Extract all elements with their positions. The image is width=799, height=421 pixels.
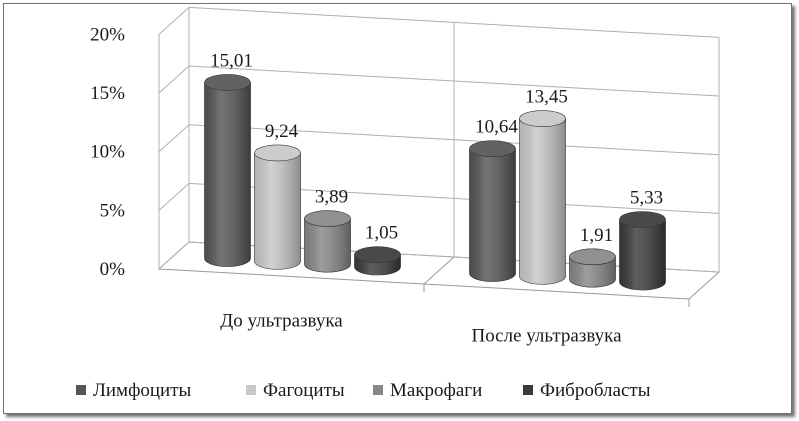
gridline-side — [158, 241, 190, 270]
bar-top-highlight — [254, 144, 301, 161]
chart-frame: 0% 5% 10% 15% 20% 15,01 9,24 3,89 1,05 10,64 13,4… — [3, 3, 792, 414]
y-tick-label: 0% — [100, 259, 126, 280]
data-label: 10,64 — [475, 117, 518, 138]
bar-shade — [254, 152, 301, 270]
bar-shade — [204, 82, 251, 267]
bar-top-highlight — [204, 74, 251, 91]
legend-label: Фагоциты — [263, 380, 345, 401]
category-label: До ультразвука — [220, 310, 343, 331]
bar-3-0 — [354, 246, 401, 276]
bar-top — [569, 248, 616, 266]
bar-top-highlight — [519, 110, 566, 127]
bar-top-highlight — [354, 246, 401, 263]
bar-top — [204, 74, 251, 91]
category-divider — [423, 256, 455, 285]
data-label: 9,24 — [265, 121, 299, 142]
bar-top-highlight — [304, 210, 351, 227]
y-axis: 0% 5% 10% 15% 20% — [90, 24, 125, 280]
bar-2-0 — [304, 210, 351, 273]
legend-label: Макрофаги — [390, 380, 482, 401]
bar-top-highlight — [619, 211, 666, 228]
bar-shade — [469, 148, 516, 282]
gridline-side — [158, 124, 190, 153]
legend-swatch — [246, 385, 256, 395]
bar-shade — [304, 218, 351, 273]
gridline-side — [158, 65, 190, 94]
bar-top-highlight — [569, 248, 616, 265]
legend: Лимфоциты Фагоциты Макрофаги Фибробласты — [76, 380, 651, 401]
bar-top — [519, 110, 566, 127]
bar-1-1 — [519, 110, 566, 285]
category-labels: До ультразвука После ультразвука — [220, 310, 622, 346]
bar-1-0 — [254, 144, 301, 270]
y-tick-label: 10% — [90, 142, 125, 163]
y-tick-label: 15% — [90, 83, 125, 104]
legend-label: Фибробласты — [540, 380, 651, 401]
legend-swatch — [76, 385, 86, 395]
bar-3-1 — [619, 211, 666, 291]
data-label: 1,05 — [365, 223, 398, 244]
bar-shade — [519, 118, 566, 285]
bar-top — [304, 210, 351, 227]
gridline-side — [158, 182, 190, 211]
legend-swatch — [523, 385, 533, 395]
chart-area: 0% 5% 10% 15% 20% 15,01 9,24 3,89 1,05 10,64 13,4… — [76, 6, 721, 401]
bar-top — [619, 211, 666, 228]
bar-top — [254, 144, 301, 162]
bar-2-1 — [569, 248, 616, 288]
legend-label: Лимфоциты — [93, 380, 192, 401]
data-label: 3,89 — [315, 187, 348, 208]
category-label: После ультразвука — [471, 325, 622, 346]
data-label: 5,33 — [630, 187, 663, 208]
y-tick-label: 5% — [100, 200, 126, 221]
data-label: 13,45 — [525, 87, 568, 108]
data-label: 15,01 — [210, 50, 253, 71]
y-tick-label: 20% — [90, 24, 125, 45]
chart-bars — [204, 74, 666, 291]
gridline-side — [158, 7, 190, 35]
legend-swatch — [373, 385, 383, 395]
data-labels: 15,01 9,24 3,89 1,05 10,64 13,45 1,91 5,33 — [210, 50, 663, 245]
bar-0-1 — [469, 140, 516, 282]
bar-top-highlight — [469, 140, 516, 157]
bar-0-0 — [204, 74, 251, 267]
data-label: 1,91 — [580, 225, 613, 246]
bar-top — [354, 246, 401, 264]
bar-shade — [569, 256, 616, 288]
bar-top — [469, 140, 516, 158]
bar-shade — [619, 219, 666, 291]
